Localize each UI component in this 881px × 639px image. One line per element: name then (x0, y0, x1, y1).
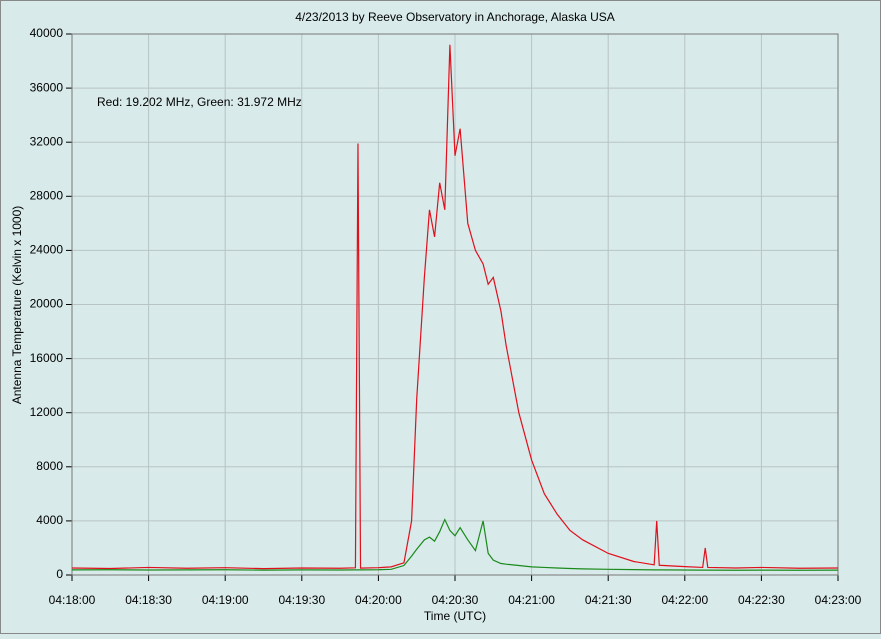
x-tick-label: 04:21:30 (585, 593, 632, 607)
x-tick-label: 04:21:00 (508, 593, 555, 607)
x-tick-label: 04:23:00 (815, 593, 862, 607)
x-tick-label: 04:20:30 (432, 593, 479, 607)
plot-border (71, 33, 839, 576)
x-tick-label: 04:19:30 (278, 593, 325, 607)
x-tick-label: 04:22:30 (738, 593, 785, 607)
chart-title: 4/23/2013 by Reeve Observatory in Anchor… (295, 10, 615, 24)
y-tick-label: 8000 (36, 459, 63, 473)
x-tick-label: 04:20:00 (355, 593, 402, 607)
y-tick-label: 20000 (30, 297, 64, 311)
y-tick-label: 40000 (30, 26, 64, 40)
y-tick-label: 32000 (30, 134, 64, 148)
x-tick-label: 04:19:00 (202, 593, 249, 607)
y-axis-label: Antenna Temperature (Kelvin x 1000) (10, 206, 24, 405)
y-tick-label: 4000 (36, 513, 63, 527)
y-tick-label: 24000 (30, 243, 64, 257)
series-line (71, 44, 839, 570)
y-tick-label: 0 (56, 567, 63, 581)
y-tick-label: 28000 (30, 188, 64, 202)
x-axis-label: Time (UTC) (424, 609, 486, 623)
y-tick-label: 36000 (30, 80, 64, 94)
x-tick-label: 04:18:30 (125, 593, 172, 607)
series-line (71, 518, 839, 571)
x-tick-label: 04:22:00 (661, 593, 708, 607)
x-tick-label: 04:18:00 (49, 593, 96, 607)
annotation: Red: 19.202 MHz, Green: 31.972 MHz (97, 95, 302, 109)
y-tick-label: 12000 (30, 405, 64, 419)
y-tick-label: 16000 (30, 351, 64, 365)
